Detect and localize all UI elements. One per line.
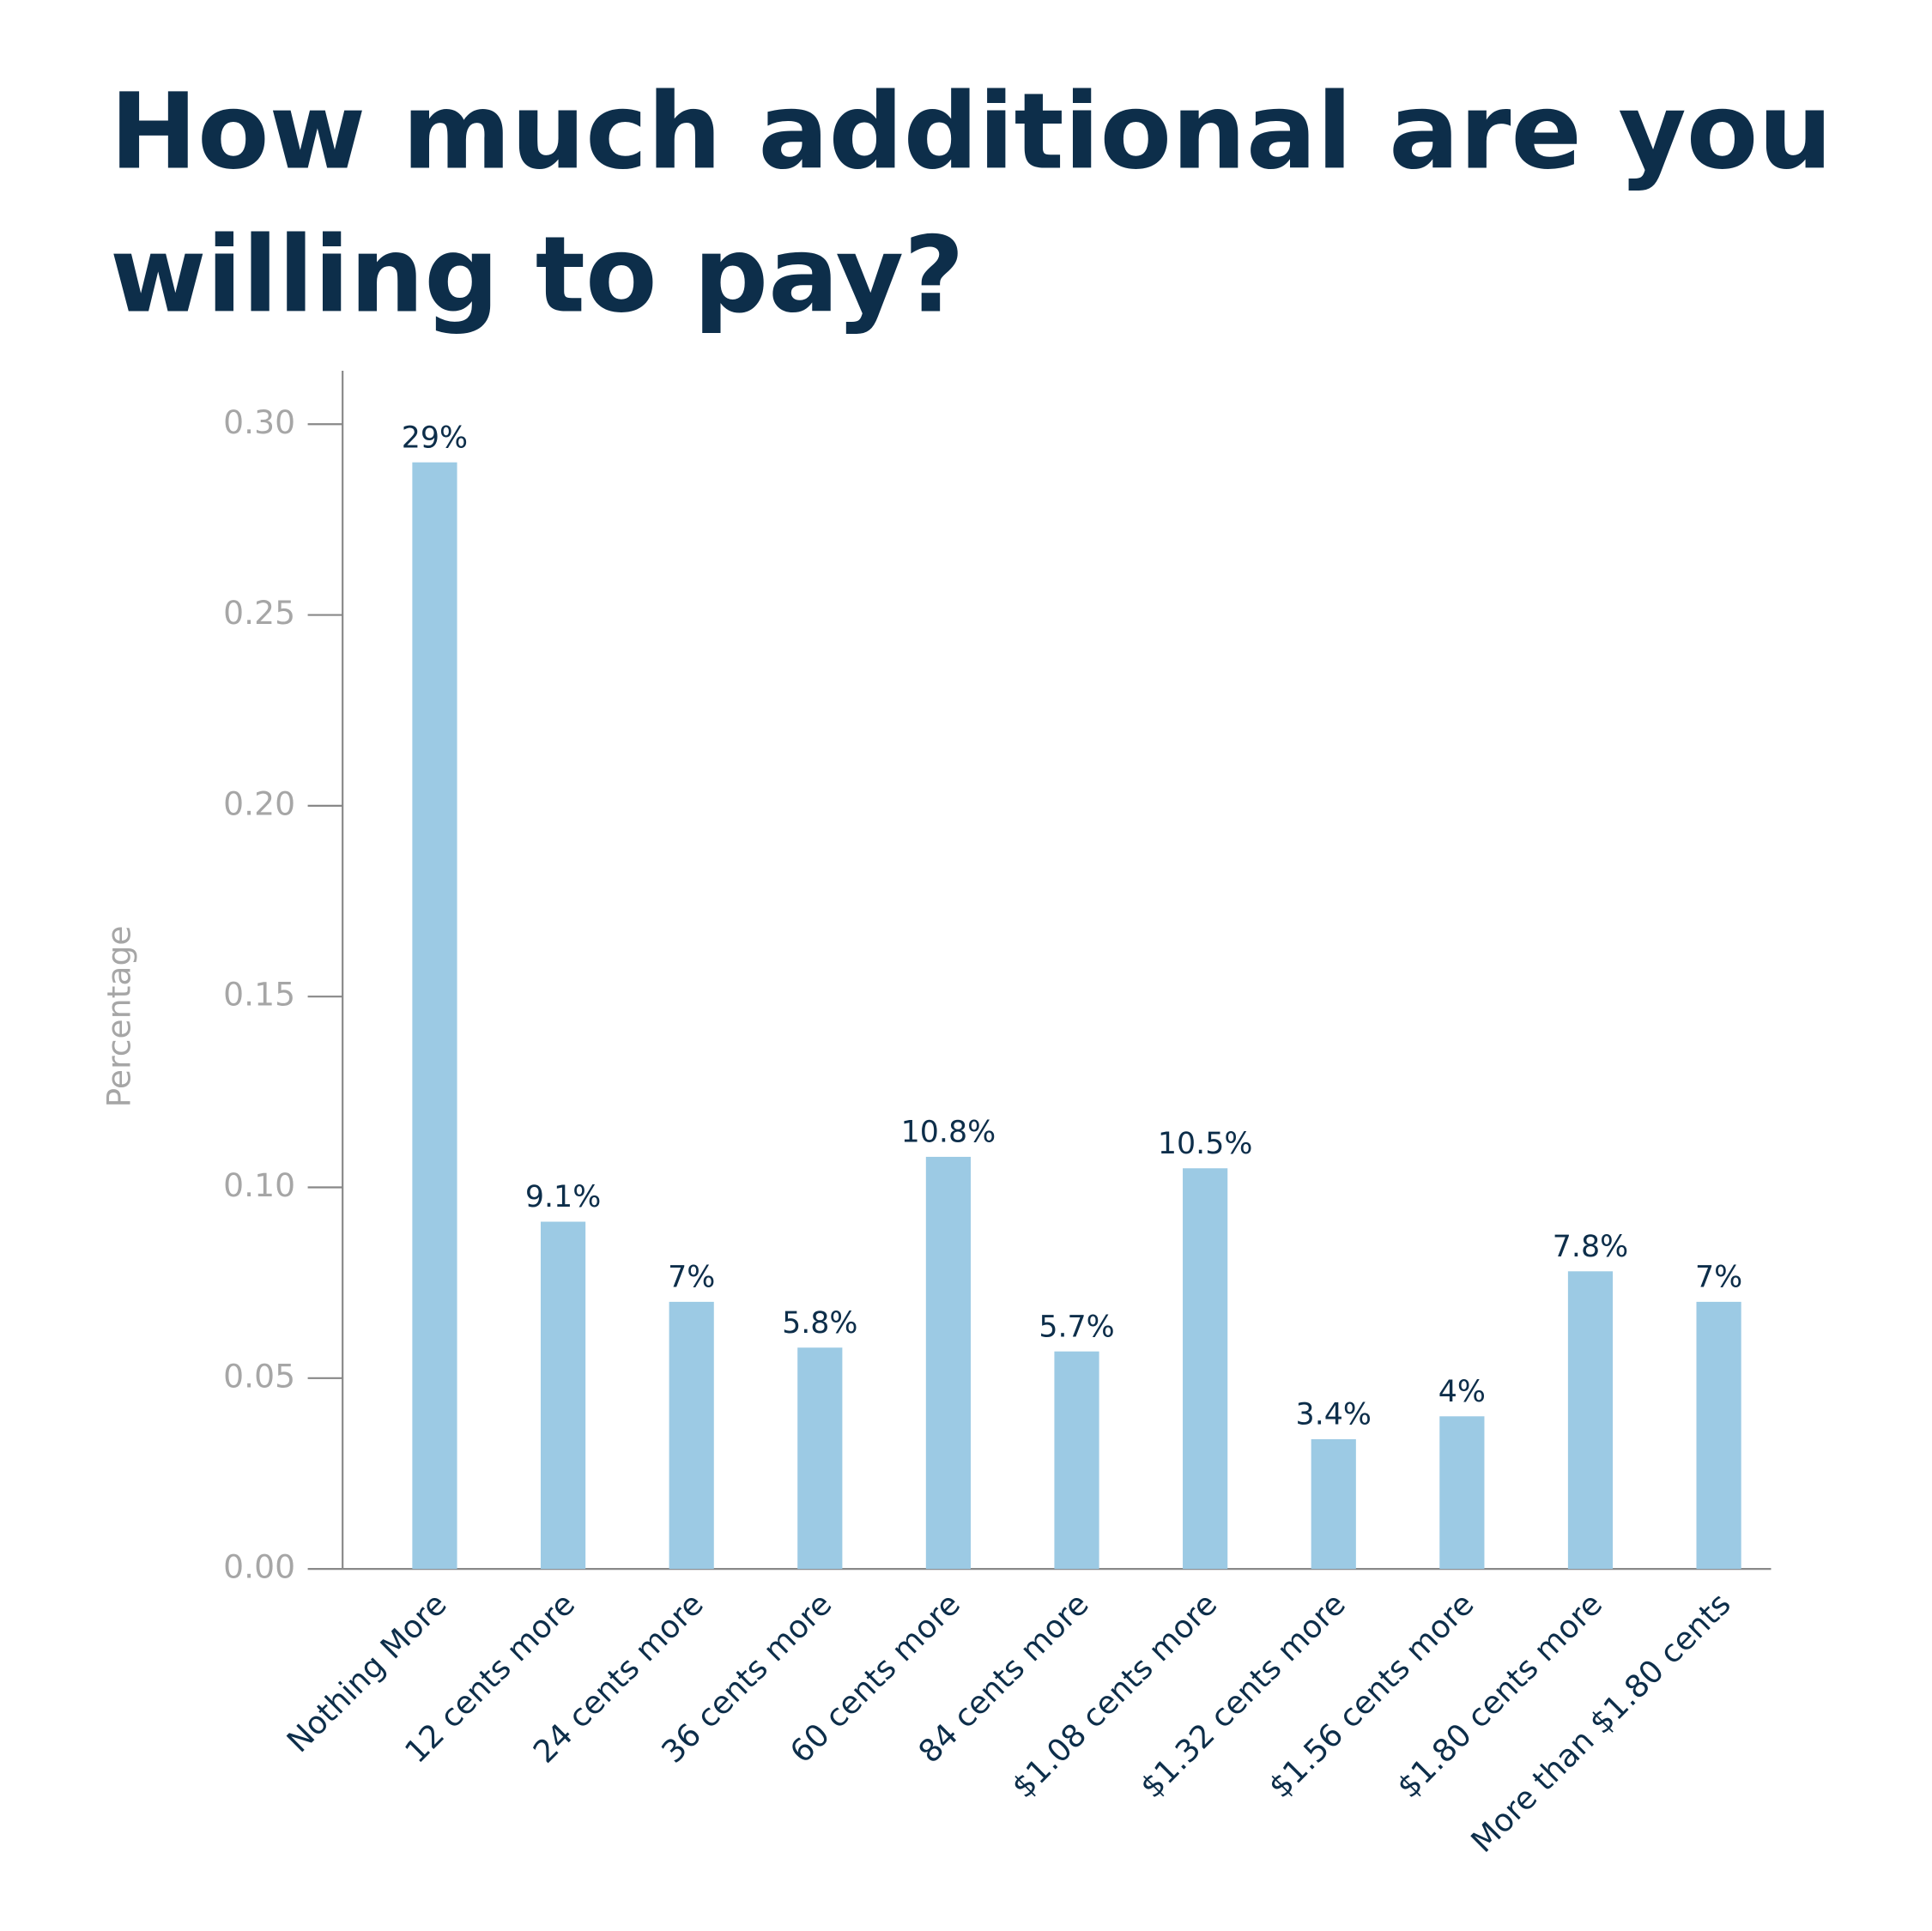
- bar: [1311, 1438, 1356, 1570]
- bar: [925, 1156, 972, 1570]
- value-label: 5.7%: [1039, 1310, 1114, 1344]
- chart-title: willing to pay?: [110, 214, 965, 336]
- bar: [1696, 1301, 1741, 1570]
- y-tick-label: 0.05: [223, 1357, 295, 1395]
- value-label: 9.1%: [525, 1180, 601, 1214]
- bar: [1439, 1416, 1485, 1570]
- chart-title: How much additional are you: [110, 71, 1832, 193]
- value-label: 10.5%: [1158, 1127, 1253, 1161]
- value-label: 4%: [1438, 1375, 1486, 1409]
- y-tick-label: 0.25: [223, 594, 295, 632]
- bar: [412, 462, 457, 1570]
- y-axis-label: Percentage: [100, 925, 138, 1107]
- y-tick-label: 0.15: [223, 976, 295, 1014]
- bar: [540, 1221, 586, 1570]
- y-tick-label: 0.30: [223, 403, 295, 441]
- y-tick-label: 0.20: [223, 784, 295, 822]
- y-tick-label: 0.10: [223, 1166, 295, 1204]
- x-tick-label: More than $1.80 cents: [1463, 1585, 1737, 1859]
- value-label: 7%: [668, 1260, 715, 1294]
- value-label: 10.8%: [901, 1116, 996, 1150]
- bar: [797, 1347, 843, 1570]
- value-label: 29%: [402, 421, 468, 455]
- bar: [669, 1301, 714, 1570]
- bar: [1183, 1168, 1228, 1570]
- value-label: 7.8%: [1553, 1230, 1628, 1264]
- bar: [1567, 1271, 1614, 1570]
- value-label: 3.4%: [1296, 1398, 1372, 1432]
- value-label: 5.8%: [782, 1306, 857, 1341]
- bar: [1054, 1351, 1099, 1570]
- value-label: 7%: [1695, 1260, 1742, 1294]
- y-tick-label: 0.00: [223, 1548, 295, 1586]
